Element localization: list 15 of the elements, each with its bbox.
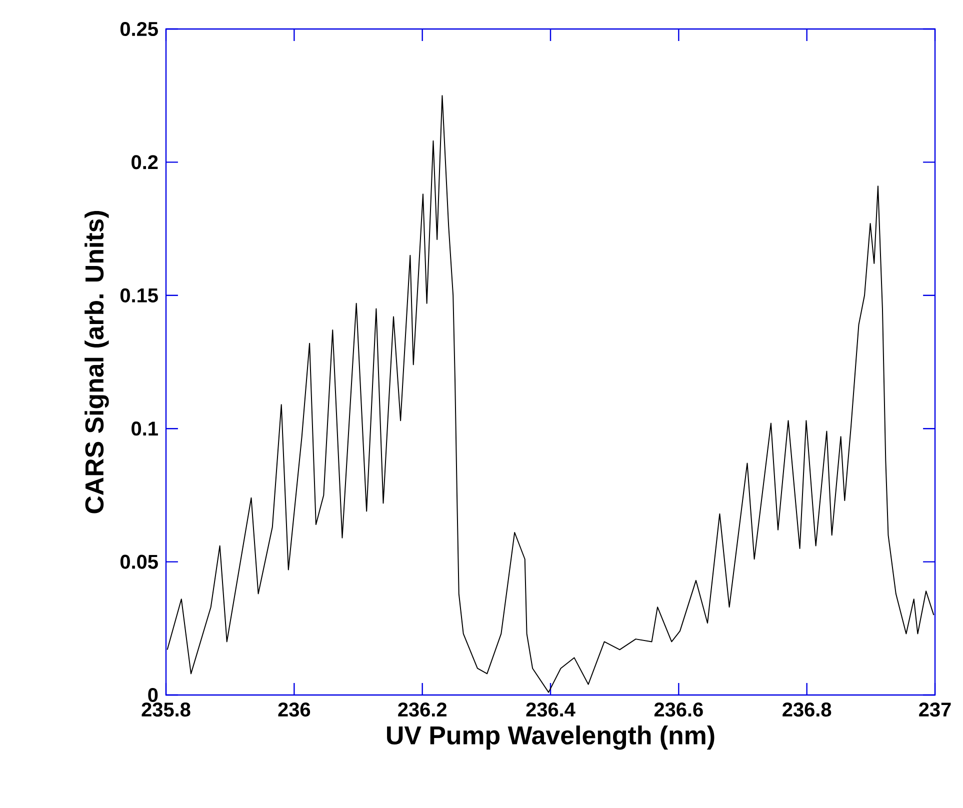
y-tick-label: 0.25 (120, 22, 158, 36)
x-tick-label: 236.4 (526, 702, 576, 717)
x-tick-label: 237 (919, 702, 951, 717)
x-tick-label: 236 (278, 702, 310, 717)
x-tick-label: 236.8 (782, 702, 832, 717)
y-tick-label: 0 (148, 688, 158, 702)
y-axis-title: CARS Signal (arb. Units) (84, 210, 109, 514)
x-axis-title: UV Pump Wavelength (nm) (387, 726, 714, 750)
y-tick-label: 0.2 (132, 155, 158, 170)
x-tick-label: 235.8 (142, 702, 190, 717)
y-tick-label: 0.1 (132, 422, 158, 436)
y-tick-label: 0.05 (120, 554, 158, 569)
x-tick-label: 236.2 (398, 702, 446, 717)
x-tick-label: 236.6 (654, 702, 703, 717)
y-tick-label: 0.15 (120, 288, 158, 302)
